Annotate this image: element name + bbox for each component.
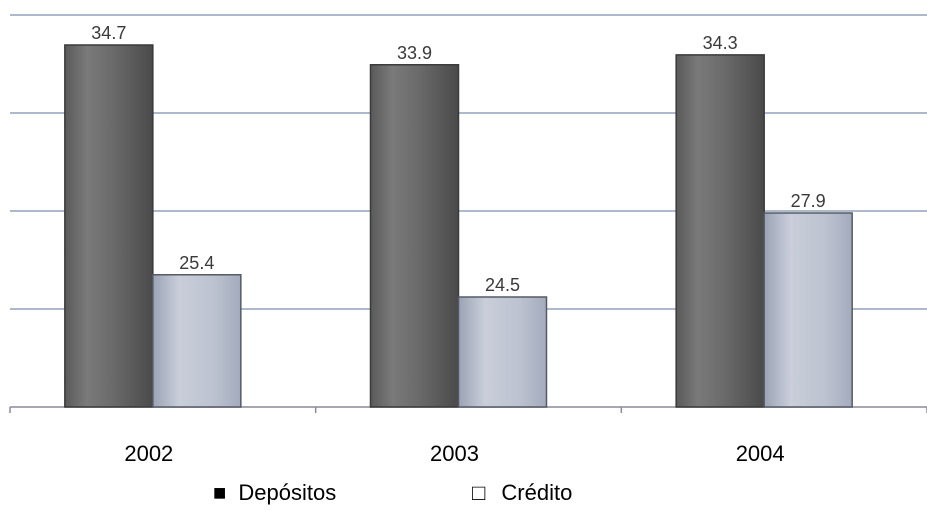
category-label-2003: 2003: [430, 441, 479, 466]
bar-credito-2003: [457, 296, 548, 408]
legend-symbol-credito: □: [472, 480, 485, 505]
bar-depositos-2002: [64, 44, 154, 408]
bar-credito-2004: [763, 212, 853, 408]
legend-item-credito: □ Crédito: [472, 480, 572, 505]
data-label-depositos-2002: 34.7: [91, 23, 126, 43]
bar-credito-2002: [152, 274, 242, 408]
legend-label-credito: Crédito: [501, 480, 572, 505]
bar-depositos-2004: [675, 54, 765, 408]
data-label-depositos-2004: 34.3: [703, 33, 738, 53]
data-label-depositos-2003: 33.9: [397, 43, 432, 63]
data-label-credito-2003: 24.5: [485, 275, 520, 295]
data-label-credito-2002: 25.4: [179, 253, 214, 273]
data-labels: 34.7 25.4 33.9 24.5 34.3 27.9: [91, 23, 825, 295]
x-axis: [9, 406, 927, 413]
data-label-credito-2004: 27.9: [791, 191, 826, 211]
legend-label-depositos: Depósitos: [238, 480, 336, 505]
legend-symbol-depositos: ■: [213, 480, 226, 505]
category-label-2002: 2002: [124, 441, 173, 466]
legend: ■ Depósitos □ Crédito: [213, 480, 572, 505]
bars: [64, 44, 853, 408]
bar-depositos-2003: [369, 64, 460, 408]
legend-item-depositos: ■ Depósitos: [213, 480, 336, 505]
category-labels: 2002 2003 2004: [124, 441, 784, 466]
category-label-2004: 2004: [736, 441, 785, 466]
